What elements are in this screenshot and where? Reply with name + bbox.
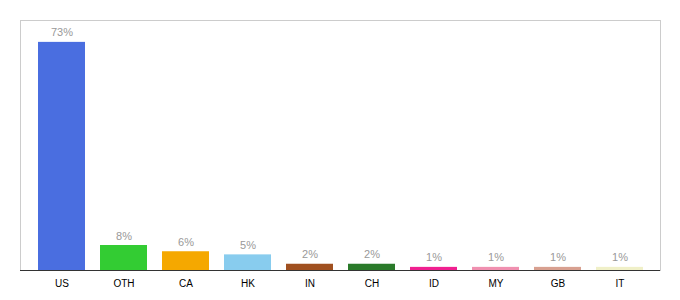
svg-text:US: US (55, 278, 69, 289)
svg-text:2%: 2% (302, 248, 318, 260)
svg-text:8%: 8% (116, 230, 132, 242)
svg-text:1%: 1% (426, 251, 442, 263)
svg-text:GB: GB (551, 278, 566, 289)
svg-text:IN: IN (305, 278, 315, 289)
svg-text:CA: CA (179, 278, 193, 289)
svg-text:CH: CH (365, 278, 379, 289)
svg-text:IT: IT (616, 278, 625, 289)
svg-text:73%: 73% (51, 26, 73, 38)
svg-text:OTH: OTH (113, 278, 134, 289)
svg-text:1%: 1% (550, 251, 566, 263)
svg-text:6%: 6% (178, 236, 194, 248)
svg-text:5%: 5% (240, 239, 256, 251)
svg-text:ID: ID (429, 278, 439, 289)
svg-text:MY: MY (489, 278, 504, 289)
svg-text:1%: 1% (612, 251, 628, 263)
svg-text:2%: 2% (364, 248, 380, 260)
svg-text:1%: 1% (488, 251, 504, 263)
svg-text:HK: HK (241, 278, 255, 289)
